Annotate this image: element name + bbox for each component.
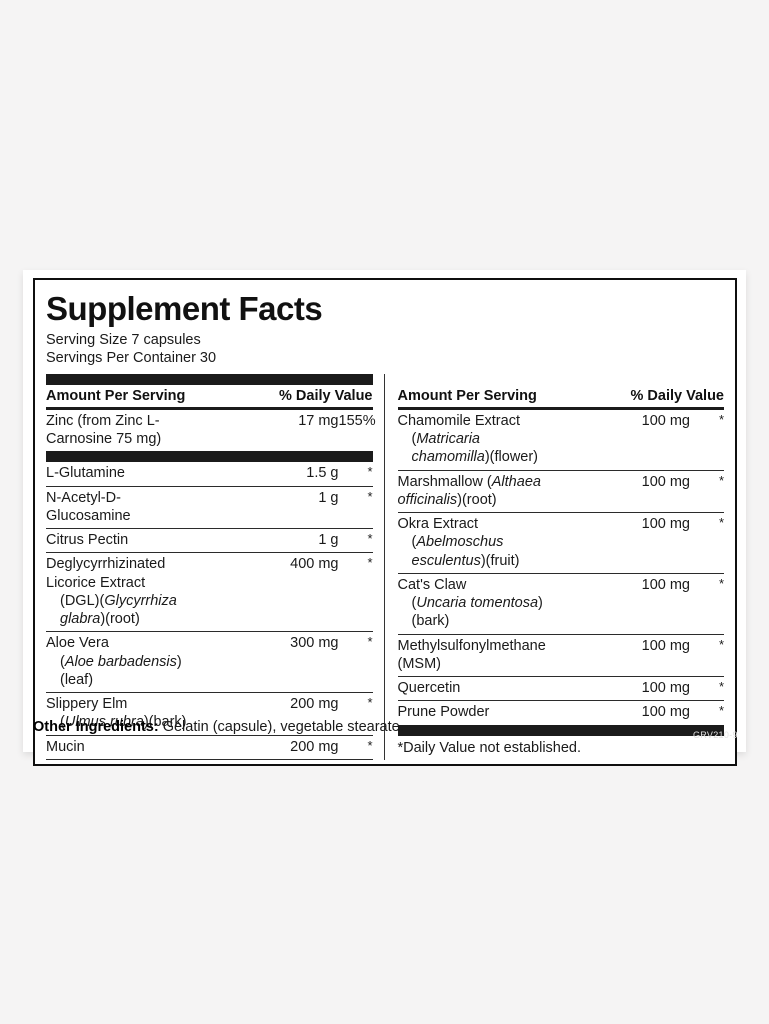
nutrient-amount: 400 mg [192, 552, 339, 633]
nutrient-name: Chamomile Extract (Matricaria chamomilla)… [397, 409, 544, 471]
supplement-facts-table: Supplement Facts Serving Size 7 capsules… [33, 278, 737, 766]
nutrient-row: Okra Extract (Abelmoschus esculentus)(fru… [397, 512, 724, 574]
botanical-name: Althaea officinalis [397, 473, 541, 508]
nutrient-rows-left: Zinc (from Zinc L-Carnosine 75 mg) 17 mg 1… [46, 410, 376, 760]
nutrient-name: Aloe Vera (Aloe barbadensis)(leaf) [46, 631, 193, 694]
nutrient-amount: 100 mg [543, 573, 690, 635]
nutrient-name: Quercetin [397, 676, 544, 702]
botanical-name: Aloe barbadensis [64, 653, 177, 670]
nutrient-row: Citrus Pectin 1 g * [46, 528, 373, 554]
header-amount-per-serving-right: Amount Per Serving [397, 387, 537, 404]
section-rule [46, 451, 373, 463]
nutrient-name: Citrus Pectin [46, 528, 193, 554]
column-header-left: Amount Per Serving % Daily Value [46, 385, 373, 410]
nutrient-daily-value: * [338, 631, 373, 694]
page-title: Supplement Facts [46, 290, 323, 327]
nutrient-daily-value: * [690, 409, 724, 471]
nutrient-row: Slippery Elm (Ulmus rubra)(bark) 200 mg * [46, 692, 373, 736]
botanical-name: Glycyrrhiza glabra [60, 592, 177, 628]
nutrient-amount: 100 mg [641, 704, 690, 721]
nutrient-daily-value: * [338, 552, 373, 633]
nutrient-amount: 17 mg [298, 412, 339, 429]
nutrient-row: Zinc (from Zinc L-Carnosine 75 mg) 17 mg 1… [46, 410, 376, 452]
serving-size: Serving Size 7 capsules [46, 331, 201, 348]
other-ingredients-label: Other Ingredients: [33, 719, 159, 735]
daily-value-footnote: *Daily Value not established. [397, 739, 582, 756]
nutrient-daily-value: * [690, 676, 724, 702]
header-daily-value-right: % Daily Value [630, 387, 725, 404]
nutrient-name: Cat's Claw (Uncaria tomentosa)(bark) [397, 573, 544, 635]
nutrient-name: Slippery Elm (Ulmus rubra)(bark) [46, 692, 193, 736]
nutrient-amount: 100 mg [543, 512, 690, 574]
nutrient-daily-value: * [338, 735, 373, 760]
nutrient-amount: 1 g [192, 486, 339, 530]
nutrient-rows-right: Chamomile Extract (Matricaria chamomilla)… [397, 409, 725, 736]
nutrient-daily-value: * [718, 703, 724, 719]
column-header-right: Amount Per Serving % Daily Value [397, 385, 725, 410]
nutrient-row: L-Glutamine 1.5 g * [46, 462, 373, 487]
nutrient-amount: 100 mg [543, 634, 690, 678]
product-code: GRV210-9 [693, 730, 738, 740]
nutrient-column-left: Amount Per Serving % Daily Value Zinc (f… [46, 373, 384, 760]
nutrient-row: Quercetin 100 mg * [397, 676, 724, 702]
botanical-name: Matricaria chamomilla [411, 431, 485, 466]
botanical-name: Uncaria tomentosa [416, 595, 539, 612]
nutrient-name: Marshmallow (Althaea officinalis)(root) [397, 470, 544, 514]
nutrient-name: Deglycyrrhizinated Licorice Extract (DGL)… [46, 552, 193, 633]
header-amount-per-serving-left: Amount Per Serving [46, 387, 186, 404]
nutrient-amount: 1.5 g [192, 462, 339, 487]
nutrient-amount: 200 mg [192, 735, 339, 760]
nutrient-daily-value: * [690, 512, 724, 574]
nutrient-amount: 100 mg [543, 676, 690, 702]
nutrient-row: Chamomile Extract (Matricaria chamomilla)… [397, 409, 724, 471]
nutrient-source: (Ulmus rubra)(bark) [60, 714, 187, 731]
nutrient-row: Methylsulfonylmethane (MSM) 100 mg * [397, 634, 724, 678]
section-rule [397, 724, 724, 736]
nutrient-daily-value: 155% [338, 412, 376, 429]
nutrient-source: (Matricaria chamomilla)(flower) [411, 431, 539, 466]
nutrient-daily-value: * [338, 692, 373, 736]
header-rule-top-left [46, 373, 373, 385]
nutrient-column-right: Amount Per Serving % Daily Value Chamomi… [383, 373, 725, 760]
nutrient-amount: 300 mg [192, 631, 339, 694]
nutrient-source: (Uncaria tomentosa)(bark) [411, 595, 543, 630]
nutrient-daily-value: * [690, 634, 724, 678]
nutrient-row: Aloe Vera (Aloe barbadensis)(leaf) 300 mg * [46, 631, 373, 694]
nutrient-name: N-Acetyl-D-Glucosamine [46, 486, 193, 530]
botanical-name: Abelmoschus esculentus [411, 534, 504, 569]
nutrient-amount: 100 mg [543, 470, 690, 514]
nutrient-source: (Aloe barbadensis)(leaf) [60, 653, 182, 688]
nutrient-name: Zinc (from Zinc L-Carnosine 75 mg) [46, 412, 162, 447]
servings-per-container: Servings Per Container 30 [46, 350, 217, 367]
nutrient-name: Methylsulfonylmethane (MSM) [397, 634, 546, 678]
nutrient-source: (Abelmoschus esculentus)(fruit) [411, 534, 520, 569]
nutrient-row: N-Acetyl-D-Glucosamine 1 g * [46, 486, 373, 530]
nutrient-source: (DGL)(Glycyrrhiza glabra)(root) [60, 592, 177, 628]
header-daily-value-left: % Daily Value [279, 387, 373, 404]
nutrient-daily-value: * [690, 470, 724, 514]
nutrient-name: Prune Powder [397, 704, 490, 721]
nutrient-name: Mucin [46, 735, 193, 760]
nutrient-amount: 200 mg [192, 692, 339, 736]
nutrient-amount: 100 mg [543, 409, 690, 471]
nutrient-row: Mucin 200 mg * [46, 735, 373, 760]
nutrient-row: Deglycyrrhizinated Licorice Extract (DGL)… [46, 552, 373, 633]
nutrient-row: Prune Powder 100 mg * [398, 701, 725, 725]
nutrient-columns: Amount Per Serving % Daily Value Zinc (f… [46, 373, 725, 764]
nutrient-daily-value: * [338, 462, 373, 487]
nutrient-name: Okra Extract (Abelmoschus esculentus)(fru… [397, 512, 544, 574]
nutrient-daily-value: * [690, 573, 724, 635]
botanical-name: Ulmus rubra [64, 714, 144, 731]
nutrient-daily-value: * [338, 528, 373, 554]
nutrient-row: Marshmallow (Althaea officinalis)(root) 1… [397, 470, 724, 514]
serving-info: Serving Size 7 capsules Servings Per Con… [46, 331, 724, 368]
nutrient-name: L-Glutamine [46, 462, 193, 487]
nutrient-row: Cat's Claw (Uncaria tomentosa)(bark) 100 m… [397, 573, 724, 635]
other-ingredients-value: Gelatin (capsule), vegetable stearate. [162, 719, 404, 735]
nutrient-amount: 1 g [192, 528, 339, 554]
other-ingredients: Other Ingredients: Gelatin (capsule), ve… [33, 719, 745, 735]
nutrient-daily-value: * [338, 486, 373, 530]
